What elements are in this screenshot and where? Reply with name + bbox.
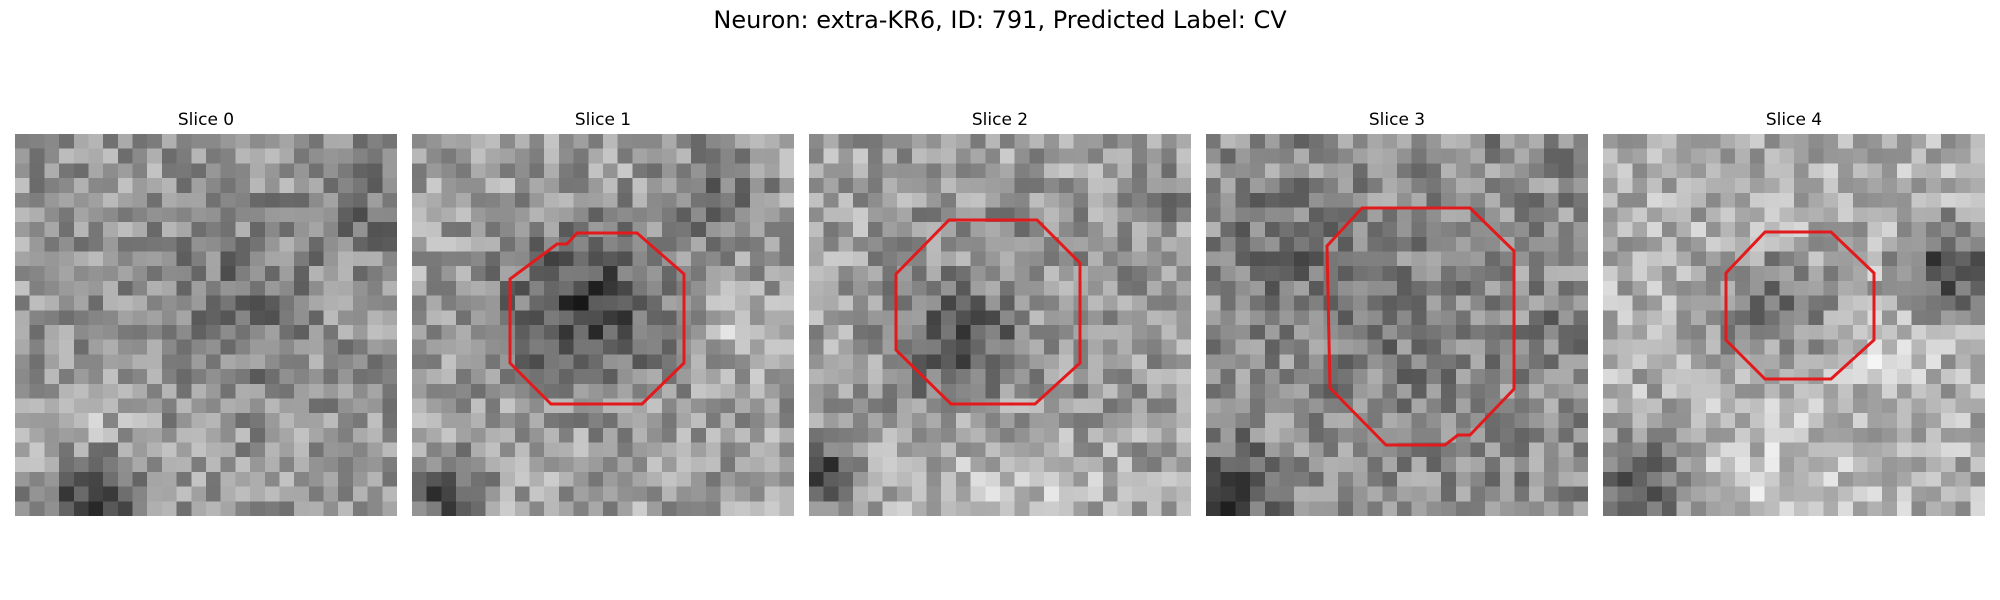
microscopy-slice-2	[809, 134, 1191, 516]
figure-title: Neuron: extra-KR6, ID: 791, Predicted La…	[713, 6, 1287, 34]
slice-image-0	[15, 134, 397, 516]
segmentation-contour-1	[508, 231, 686, 406]
slice-panel-2: Slice 2	[809, 108, 1191, 516]
microscopy-slice-4	[1603, 134, 1985, 516]
slice-panel-4: Slice 4	[1603, 108, 1985, 516]
contour-overlay-4	[1724, 230, 1876, 381]
slice-image-3	[1206, 134, 1588, 516]
slice-image-2	[809, 134, 1191, 516]
slice-panel-1: Slice 1	[412, 108, 794, 516]
slice-title-3: Slice 3	[1368, 110, 1426, 130]
slice-title-4: Slice 4	[1765, 110, 1823, 130]
slice-title-0: Slice 0	[177, 110, 235, 130]
slice-panel-3: Slice 3	[1206, 108, 1588, 516]
slice-title-2: Slice 2	[971, 110, 1029, 130]
microscopy-slice-1	[412, 134, 794, 516]
contour-overlay-1	[508, 231, 686, 406]
slice-panel-0: Slice 0	[15, 108, 397, 516]
slice-image-4	[1603, 134, 1985, 516]
slice-image-1	[412, 134, 794, 516]
segmentation-contour-3	[1325, 206, 1516, 447]
segmentation-contour-2	[894, 218, 1082, 406]
microscopy-slice-0	[15, 134, 397, 516]
microscopy-slice-3	[1206, 134, 1588, 516]
segmentation-contour-4	[1724, 230, 1876, 381]
slice-title-1: Slice 1	[574, 110, 632, 130]
contour-overlay-3	[1325, 206, 1516, 447]
contour-overlay-2	[894, 218, 1082, 406]
